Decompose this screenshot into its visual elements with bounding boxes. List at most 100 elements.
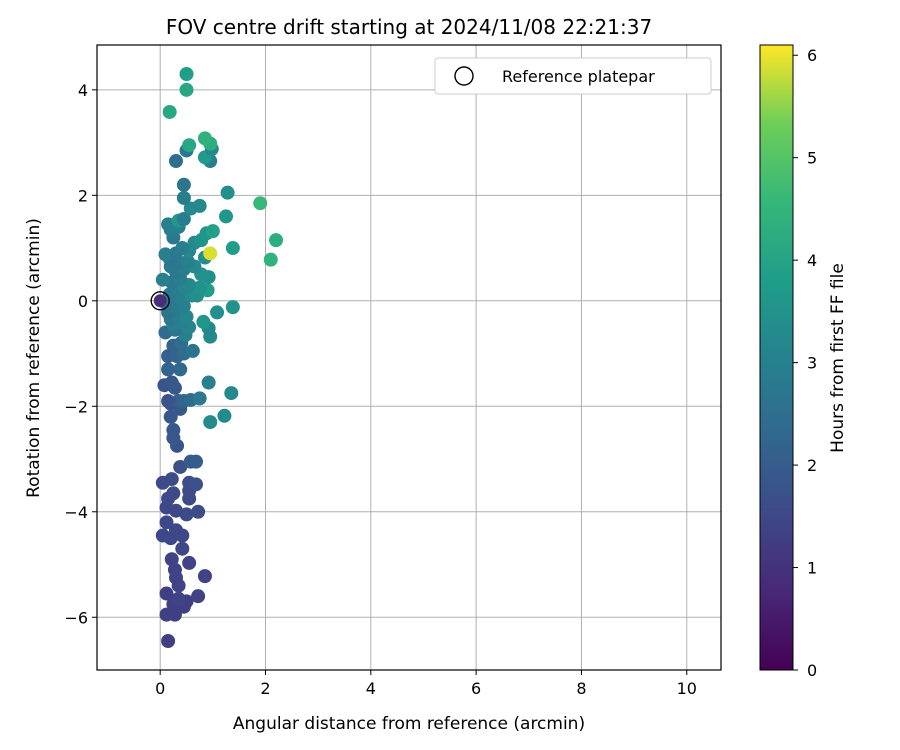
legend: Reference platepar <box>434 57 712 95</box>
data-point <box>197 131 212 146</box>
data-point <box>203 415 218 430</box>
y-tick-label: −6 <box>64 608 88 627</box>
data-point <box>182 555 197 570</box>
y-tick-label: 2 <box>78 186 88 205</box>
x-axis-ticks: 0 2 4 6 8 10 <box>155 670 697 698</box>
data-point <box>173 459 188 474</box>
y-tick-label: −4 <box>64 503 88 522</box>
data-point <box>175 541 190 556</box>
data-point <box>176 190 191 205</box>
x-tick-label: 0 <box>155 679 165 698</box>
data-point <box>179 507 194 522</box>
grid-lines <box>97 45 721 670</box>
legend-box <box>434 57 712 95</box>
y-tick-label: −2 <box>64 397 88 416</box>
colorbar-ticks: 0 1 2 3 4 5 6 <box>793 46 817 680</box>
data-point <box>180 254 195 269</box>
reference-point <box>153 294 167 308</box>
data-point <box>158 247 173 262</box>
data-point <box>164 552 179 567</box>
x-tick-label: 10 <box>677 679 697 698</box>
colorbar-gradient <box>759 44 794 671</box>
data-point <box>179 309 194 324</box>
colorbar-tick-label: 1 <box>807 559 817 578</box>
data-point <box>188 454 203 469</box>
data-point <box>164 375 179 390</box>
colorbar-tick-label: 2 <box>807 456 817 475</box>
data-point <box>269 233 284 248</box>
x-tick-label: 2 <box>260 679 270 698</box>
data-point <box>164 472 179 487</box>
data-point <box>192 280 207 295</box>
colorbar-tick-label: 6 <box>807 46 817 65</box>
colorbar-tick-label: 5 <box>807 149 817 168</box>
x-tick-label: 4 <box>366 679 376 698</box>
data-point <box>225 241 240 256</box>
data-point <box>217 408 232 423</box>
data-point <box>192 198 207 213</box>
data-point <box>210 305 225 320</box>
data-point <box>192 391 207 406</box>
legend-entry-reference-platepar: Reference platepar <box>502 67 655 86</box>
data-point <box>191 589 206 604</box>
plot-frame <box>96 44 722 671</box>
legend-marker <box>454 66 474 86</box>
data-point <box>203 246 218 261</box>
x-tick-label: 8 <box>576 679 586 698</box>
data-point <box>225 300 240 315</box>
x-axis-label: Angular distance from reference (arcmin) <box>233 714 585 734</box>
colorbar-tick-label: 0 <box>807 661 817 680</box>
data-point <box>263 252 278 267</box>
data-point <box>161 217 176 232</box>
data-point <box>182 138 197 153</box>
data-point <box>224 386 239 401</box>
data-point <box>196 314 211 329</box>
data-point <box>161 362 176 377</box>
data-point <box>155 528 170 543</box>
reference-ring <box>150 291 170 311</box>
reference-marker-group <box>150 291 170 311</box>
colorbar: 0 1 2 3 4 5 6 Hours from first FF file <box>759 44 848 680</box>
data-point <box>168 154 183 169</box>
chart-title: FOV centre drift starting at 2024/11/08 … <box>166 15 652 39</box>
data-point <box>162 104 177 119</box>
data-point <box>168 523 183 538</box>
data-point <box>197 569 212 584</box>
data-point <box>201 375 216 390</box>
colorbar-tick-label: 4 <box>807 251 817 270</box>
data-point <box>185 343 200 358</box>
data-point <box>219 209 234 224</box>
data-point <box>166 486 181 501</box>
data-point <box>159 586 174 601</box>
data-point <box>179 67 194 82</box>
data-point <box>173 362 188 377</box>
data-points <box>155 67 284 648</box>
colorbar-label: Hours from first FF file <box>828 263 848 453</box>
data-point <box>159 515 174 530</box>
x-tick-label: 6 <box>471 679 481 698</box>
colorbar-tick-label: 3 <box>807 354 817 373</box>
data-point <box>205 224 220 239</box>
data-point <box>167 607 182 622</box>
data-point <box>171 591 186 606</box>
data-point <box>163 409 178 424</box>
data-point <box>176 177 191 192</box>
data-point <box>167 562 182 577</box>
data-point <box>191 504 206 519</box>
data-point <box>220 185 235 200</box>
y-tick-label: 0 <box>78 292 88 311</box>
data-point <box>161 394 176 409</box>
data-point <box>179 82 194 97</box>
y-tick-label: 4 <box>78 81 88 100</box>
data-point <box>188 477 203 492</box>
y-axis-ticks: −6 −4 −2 0 2 4 <box>64 81 97 627</box>
y-axis-label: Rotation from reference (arcmin) <box>24 218 44 498</box>
data-point <box>175 241 190 256</box>
data-point <box>253 196 268 211</box>
data-point <box>155 272 170 287</box>
data-point <box>161 633 176 648</box>
data-point <box>176 212 191 227</box>
data-point <box>166 423 181 438</box>
